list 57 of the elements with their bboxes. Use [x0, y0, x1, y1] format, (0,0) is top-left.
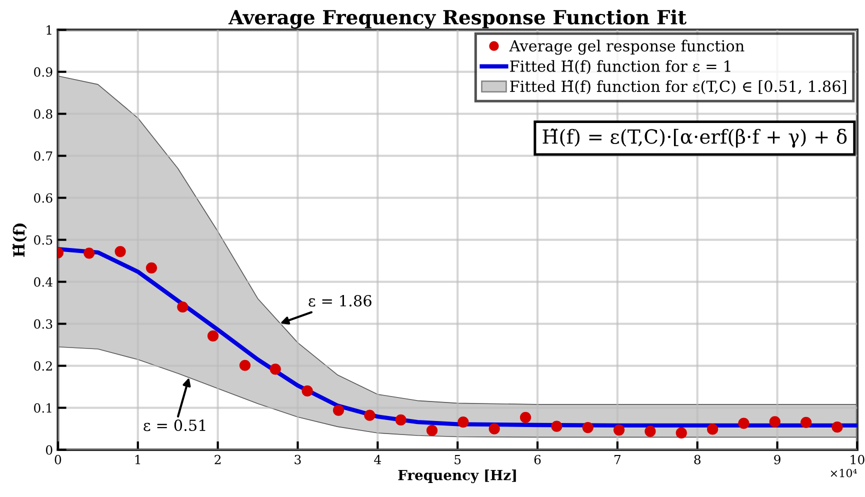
point: [738, 418, 750, 429]
point: [207, 330, 219, 342]
legend-label: Fitted H̃(f) function for ε(T,C) ∈ [0.51, 1.86]: [510, 80, 846, 94]
x-tick-label: 5: [454, 455, 461, 464]
x-tick-label: 4: [374, 454, 382, 464]
x-tick-label: 1: [135, 454, 140, 464]
chart-title: Average Frequency Response Function Fit: [228, 9, 687, 29]
y-tick-label: 0.6: [34, 193, 52, 203]
point: [270, 364, 281, 375]
point: [488, 423, 500, 434]
y-tick-label: 0.1: [34, 403, 52, 413]
y-tick-label: 0.8: [34, 109, 52, 119]
legend-label: Fitted H̃(f) function for ε = 1: [510, 60, 730, 74]
point: [551, 420, 562, 432]
point: [769, 416, 780, 428]
point: [458, 416, 469, 428]
x-tick-label: 0: [54, 454, 62, 464]
y-tick-label: 0.4: [34, 277, 52, 287]
y-tick-label: 0.2: [34, 361, 52, 371]
point: [582, 422, 594, 434]
point: [644, 426, 656, 437]
point: [239, 360, 251, 371]
x-tick-label: 10: [850, 454, 864, 464]
x-axis-title: Frequency [Hz]: [398, 470, 516, 484]
point: [676, 427, 687, 439]
point: [177, 301, 188, 313]
x-tick-label: 3: [294, 454, 301, 464]
point: [706, 424, 718, 435]
y-axis-title: H̃(f): [12, 224, 27, 257]
point: [395, 414, 406, 426]
x-tick-label: 8: [694, 454, 700, 464]
y-tick-label: 0: [46, 445, 52, 455]
y-tick-label: 0.7: [34, 151, 52, 161]
point: [426, 424, 438, 436]
point: [832, 422, 843, 433]
x-tick-label: 9: [774, 454, 780, 464]
point: [800, 416, 812, 428]
y-tick-label: 0.5: [34, 235, 52, 245]
point: [364, 410, 376, 421]
point: [146, 262, 158, 274]
point: [520, 412, 532, 424]
text: ×10⁴: [830, 468, 857, 478]
point: [613, 424, 625, 436]
y-tick-label: 0.9: [34, 67, 52, 77]
y-tick-label: 0.3: [34, 319, 52, 329]
annotation: H̃(f) = ε(T,C)·[α·erf(β·f + γ) + δ: [542, 128, 847, 148]
x-tick-label: 2: [214, 454, 221, 464]
annotation: ε = 1.86: [308, 294, 372, 307]
legend-label: Average gel response function: [509, 40, 744, 55]
point: [84, 248, 95, 259]
y-tick-label: 1: [46, 25, 52, 35]
point: [332, 404, 344, 416]
x-tick-label: 6: [534, 454, 541, 464]
annotation: ε = 0.51: [144, 419, 206, 432]
point: [114, 246, 126, 258]
x-tick-label: 7: [614, 455, 621, 464]
point: [302, 385, 313, 397]
